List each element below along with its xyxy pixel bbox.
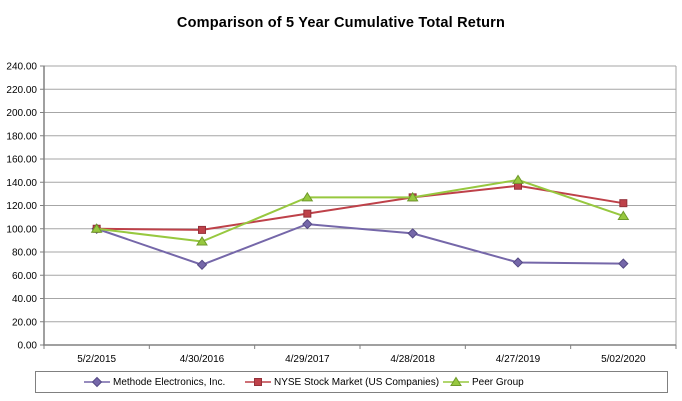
y-tick-label: 60.00 xyxy=(12,271,37,282)
diamond-marker-icon xyxy=(302,218,313,230)
y-tick-label: 20.00 xyxy=(12,317,37,328)
square-marker-icon xyxy=(254,378,262,386)
chart-legend: Methode Electronics, Inc. NYSE Stock Mar… xyxy=(35,371,668,393)
x-tick-label: 5/02/2020 xyxy=(601,354,646,365)
axes xyxy=(40,65,677,349)
legend-item-peer-group: Peer Group xyxy=(442,372,524,392)
y-tick-label: 180.00 xyxy=(6,131,37,142)
triangle-marker-icon xyxy=(617,210,630,220)
x-tick-label: 4/27/2019 xyxy=(496,354,541,365)
triangle-marker-icon xyxy=(90,223,103,233)
x-tick-label: 5/2/2015 xyxy=(77,354,116,365)
diamond-marker-icon xyxy=(512,257,524,268)
square-marker-icon xyxy=(619,199,628,208)
diamond-marker-icon xyxy=(618,258,629,269)
legend-label: NYSE Stock Market (US Companies) xyxy=(274,376,440,388)
y-tick-label: 40.00 xyxy=(12,294,37,305)
y-tick-label: 120.00 xyxy=(6,201,37,212)
triangle-marker-icon xyxy=(450,376,462,386)
legend-item-methode-electronics: Methode Electronics, Inc. xyxy=(83,372,225,392)
x-tick-label: 4/29/2017 xyxy=(285,354,330,365)
y-axis-labels: 0.00 20.00 40.00 60.00 80.00 100.00 120.00 140.… xyxy=(6,62,37,352)
y-tick-label: 140.00 xyxy=(6,178,37,189)
y-tick-label: 160.00 xyxy=(6,155,37,166)
y-tick-label: 80.00 xyxy=(12,248,37,259)
chart-title: Comparison of 5 Year Cumulative Total Re… xyxy=(176,15,506,31)
square-marker-icon xyxy=(198,225,206,234)
triangle-marker-icon xyxy=(443,376,469,386)
y-tick-label: 240.00 xyxy=(6,62,37,73)
legend-label: Methode Electronics, Inc. xyxy=(113,376,226,388)
y-tick-label: 200.00 xyxy=(6,108,37,119)
x-axis-labels: 5/2/2015 4/30/2016 4/29/2017 4/28/2018 4/27/… xyxy=(77,354,646,365)
legend-item-nyse-stock-market: NYSE Stock Market (US Companies) xyxy=(244,372,439,392)
square-marker-icon xyxy=(303,209,312,218)
y-tick-label: 0.00 xyxy=(18,341,38,352)
diamond-marker-icon xyxy=(84,376,110,388)
x-tick-label: 4/30/2016 xyxy=(180,354,225,365)
triangle-marker-icon xyxy=(196,236,208,246)
legend-label: Peer Group xyxy=(472,376,524,388)
series-triangle-line xyxy=(90,174,630,246)
triangle-marker-icon xyxy=(406,191,419,202)
triangle-marker-icon xyxy=(512,174,524,184)
diamond-marker-icon xyxy=(407,228,418,239)
square-marker-icon xyxy=(245,378,271,386)
diamond-marker-icon xyxy=(91,376,103,388)
y-tick-label: 220.00 xyxy=(6,85,37,96)
y-tick-label: 100.00 xyxy=(6,224,37,235)
triangle-marker-icon xyxy=(301,191,314,202)
diamond-marker-icon xyxy=(196,259,208,270)
x-tick-label: 4/28/2018 xyxy=(390,354,435,365)
